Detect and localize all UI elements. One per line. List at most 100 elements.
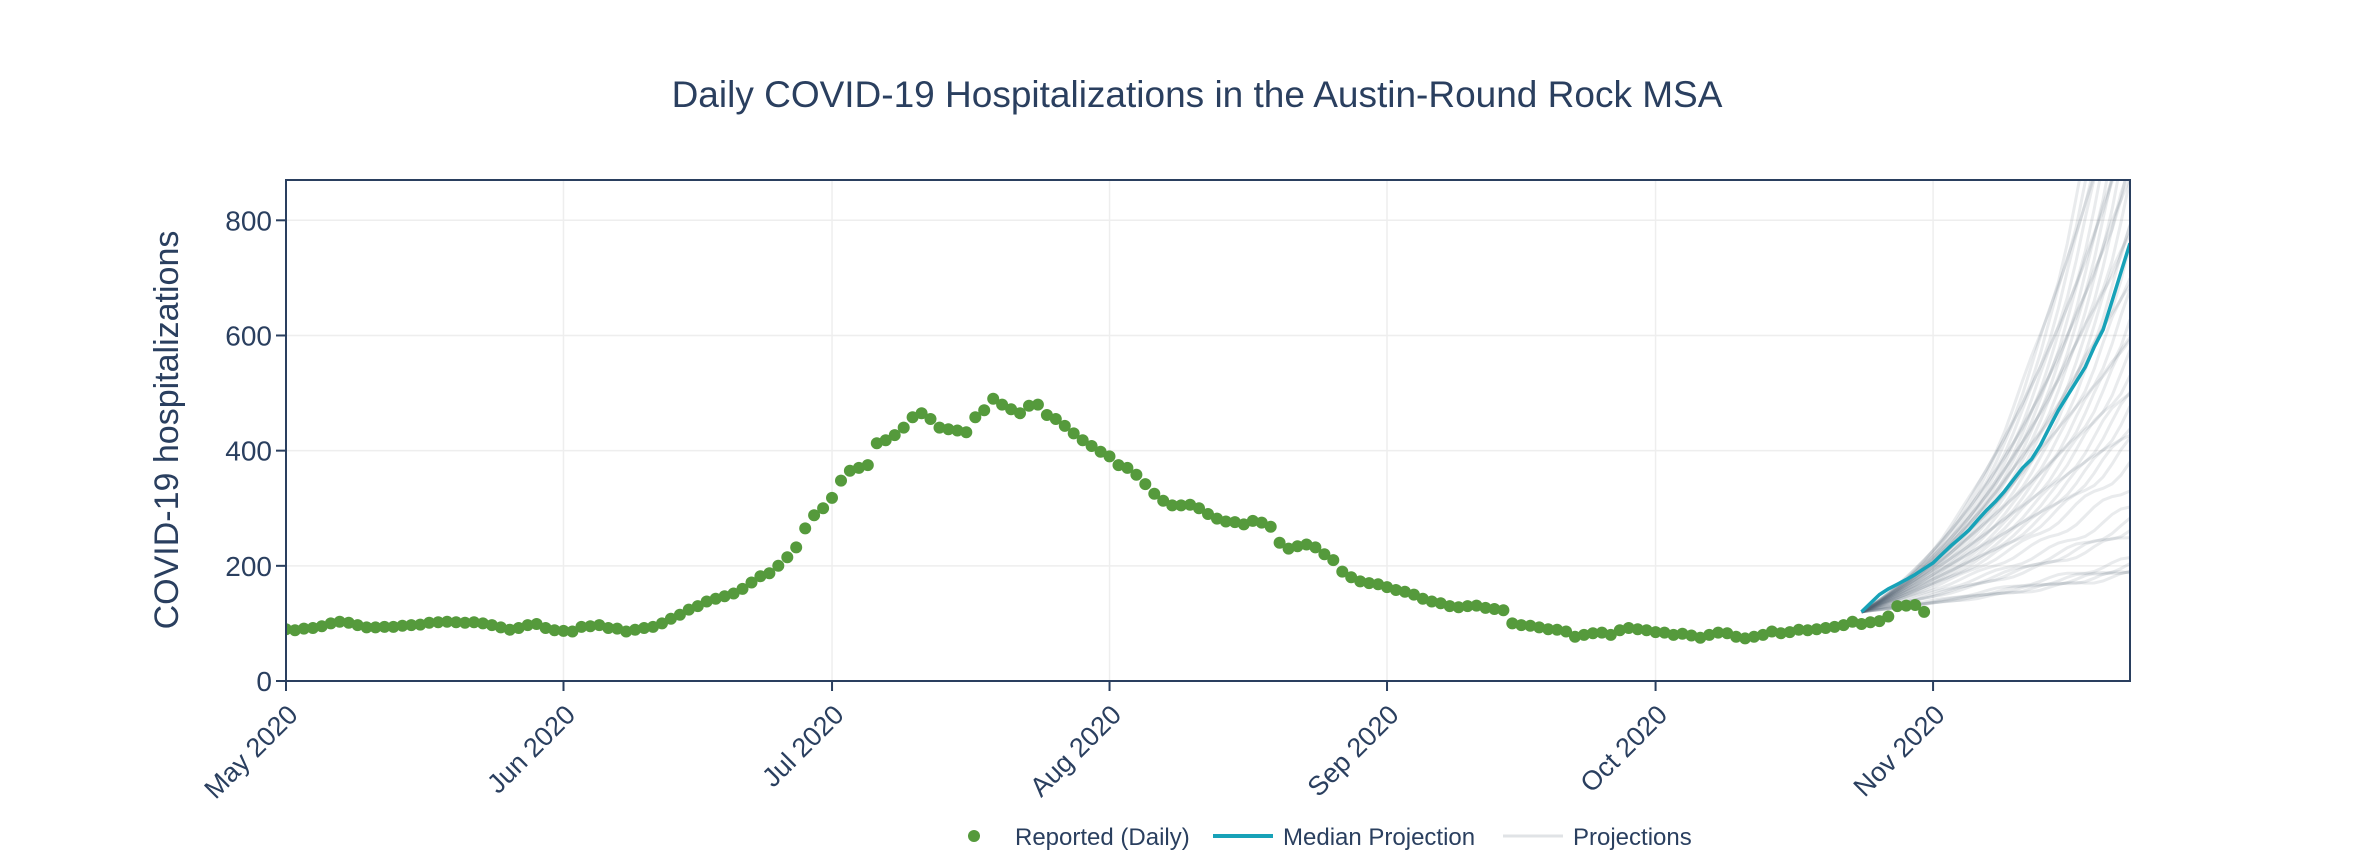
reported-point	[1479, 601, 1492, 614]
reported-point	[781, 551, 794, 564]
projection-line	[1860, 180, 2127, 614]
projection-line	[1860, 180, 2114, 614]
projection-line	[1860, 180, 2109, 614]
reported-point	[1551, 623, 1564, 636]
reported-markers	[286, 392, 1931, 645]
reported-point	[754, 570, 767, 583]
reported-point	[673, 608, 686, 621]
reported-point	[1488, 603, 1501, 615]
reported-point	[1398, 585, 1411, 598]
reported-point	[512, 622, 525, 634]
reported-point	[1882, 610, 1895, 623]
chart-title: Daily COVID-19 Hospitalizations in the A…	[672, 74, 1723, 115]
x-axis-ticks: May 2020 Jun 2020 Jul 2020 Aug 2020 Sep 2020…	[199, 681, 1951, 804]
legend-reported-label: Reported (Daily)	[1015, 824, 1190, 851]
reported-point	[942, 423, 955, 436]
reported-point	[297, 622, 310, 635]
reported-point	[1327, 554, 1340, 567]
reported-point	[915, 407, 928, 420]
reported-point	[620, 625, 633, 638]
legend-item-median[interactable]: Median Projection	[1213, 824, 1475, 851]
reported-point	[691, 600, 704, 613]
reported-point	[1237, 518, 1250, 531]
reported-point	[476, 617, 489, 630]
reported-point	[1739, 632, 1752, 645]
reported-point	[951, 424, 964, 437]
reported-point	[1622, 622, 1635, 634]
reported-point	[414, 618, 427, 631]
projection-line	[1860, 392, 2130, 614]
reported-point	[1416, 592, 1429, 605]
reported-point	[745, 576, 758, 589]
legend-item-reported[interactable]: Reported (Daily)	[968, 824, 1190, 851]
reported-point	[969, 411, 982, 424]
reported-point	[494, 621, 507, 634]
reported-point	[978, 404, 991, 417]
projection-line	[1861, 428, 2130, 614]
legend-median-label: Median Projection	[1283, 824, 1475, 851]
reported-point	[1103, 450, 1116, 463]
reported-point	[1515, 619, 1528, 632]
reported-point	[808, 509, 821, 522]
reported-point	[1730, 630, 1743, 643]
projection-line	[1860, 391, 2130, 614]
y-axis-label: COVID-19 hospitalizations	[148, 231, 186, 630]
reported-point	[324, 617, 337, 630]
reported-point	[1336, 565, 1349, 578]
projection-line	[1861, 434, 2130, 614]
reported-point	[1148, 487, 1161, 500]
reported-point	[843, 464, 856, 477]
legend-item-projections[interactable]: Projections	[1503, 824, 1692, 851]
reported-point	[906, 411, 919, 424]
reported-point	[1273, 536, 1286, 549]
reported-point	[1631, 623, 1644, 636]
projection-line	[1860, 289, 2130, 614]
projection-line	[1860, 319, 2130, 614]
reported-point	[306, 622, 319, 634]
reported-point	[432, 616, 445, 629]
x-tick-label: Aug 2020	[1024, 699, 1127, 802]
reported-point	[1318, 548, 1331, 561]
y-gridlines	[286, 219, 2130, 567]
reported-point	[1891, 600, 1904, 613]
reported-point	[333, 615, 346, 628]
reported-point	[1819, 622, 1832, 634]
reported-point	[611, 622, 624, 635]
reported-point	[1640, 624, 1653, 637]
reported-point	[1085, 440, 1098, 452]
reported-point	[647, 620, 659, 633]
projection-line	[1860, 180, 2081, 614]
median-projection-line	[1860, 242, 2130, 614]
reported-point	[1291, 540, 1304, 553]
reported-point	[1792, 623, 1805, 636]
reported-point	[1407, 588, 1420, 601]
reported-point	[1900, 599, 1913, 612]
reported-point	[1909, 599, 1922, 611]
reported-point	[1918, 605, 1931, 618]
reported-point	[1667, 628, 1680, 641]
reported-point	[1765, 625, 1778, 638]
reported-point	[888, 429, 901, 442]
reported-point	[1470, 599, 1483, 612]
reported-point	[790, 541, 803, 554]
projection-line	[1860, 224, 2130, 614]
reported-point	[638, 622, 651, 634]
reported-point	[1604, 628, 1617, 641]
reported-point	[351, 619, 364, 632]
reported-point	[602, 622, 615, 634]
reported-point	[1246, 514, 1259, 527]
y-tick-label: 0	[256, 666, 272, 697]
reported-point	[1193, 502, 1205, 515]
reported-point	[1264, 520, 1277, 533]
reported-point	[1425, 595, 1438, 608]
projection-line	[1860, 180, 2102, 614]
reported-point	[1864, 616, 1877, 629]
projection-line	[1861, 461, 2130, 614]
reported-point	[1049, 413, 1062, 425]
y-tick-label: 200	[225, 551, 272, 582]
reported-point	[1586, 627, 1599, 640]
reported-point	[459, 616, 471, 629]
reported-point	[1434, 597, 1447, 610]
reported-point	[700, 595, 713, 608]
reported-point	[772, 559, 785, 572]
